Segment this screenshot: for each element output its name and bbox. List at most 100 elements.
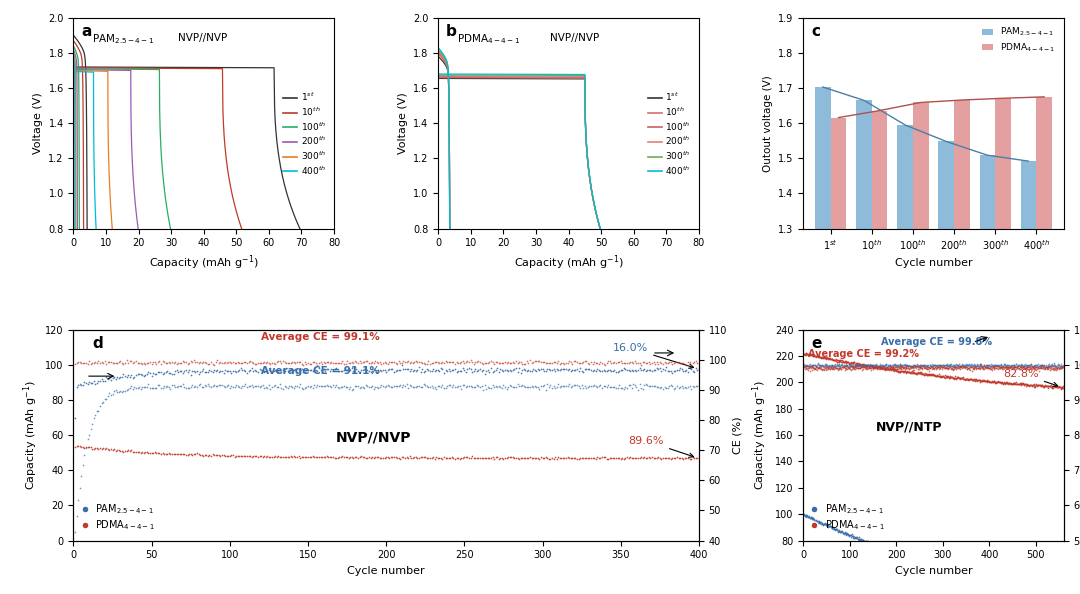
Point [484,381,501,390]
Point [945,362,962,371]
Point [1041,364,1058,373]
Point [352,358,369,368]
Point [82,443,99,452]
Point [845,533,862,543]
Point [400,383,417,392]
Point [414,365,431,374]
Point [1034,361,1051,371]
Point [870,361,888,371]
Point [950,362,968,372]
Point [930,369,947,378]
Point [390,381,407,391]
Point [168,449,186,459]
Point [852,361,869,371]
Point [887,361,904,370]
Point [887,361,904,370]
Point [330,366,348,376]
Point [1051,361,1068,370]
Point [320,358,337,367]
Point [1022,381,1039,390]
Point [407,356,424,366]
Point [950,373,968,383]
Point [905,552,922,561]
Point [927,364,944,374]
Point [501,365,518,375]
Point [432,454,449,463]
Point [110,445,127,454]
Point [846,532,863,541]
Point [159,449,176,459]
Point [973,571,990,580]
Point [887,362,904,371]
Point [1028,362,1045,372]
Point [278,358,295,368]
Point [1037,362,1054,371]
Point [1043,383,1061,393]
Point [529,382,546,391]
Point [107,386,124,395]
Point [903,362,920,371]
Point [305,358,322,367]
Point [955,374,972,383]
Point [414,382,431,391]
Point [571,383,589,393]
Point [330,384,348,393]
Text: 89.6%: 89.6% [629,436,693,457]
Point [931,364,948,373]
Point [868,362,886,372]
Point [69,495,86,505]
Point [826,355,843,365]
Point [847,359,864,368]
Point [1052,384,1069,393]
Point [617,359,634,368]
Point [856,364,874,374]
Point [994,361,1011,370]
Point [923,361,941,371]
Point [307,365,324,375]
Point [809,352,826,361]
Point [955,362,972,372]
Point [434,365,451,374]
Point [124,358,141,368]
Point [995,574,1012,584]
Point [481,453,498,463]
Point [840,531,858,541]
Point [365,364,382,374]
Point [282,451,299,461]
Point [837,356,854,366]
Point [647,453,664,463]
Point [69,441,86,451]
Point [902,368,919,378]
Point [1049,362,1066,371]
Point [1021,381,1038,390]
Point [1023,360,1040,369]
Point [459,453,476,462]
Point [850,533,867,542]
Point [806,361,823,370]
Point [929,361,946,371]
Point [477,384,495,393]
Point [120,370,137,380]
Point [326,365,343,374]
Point [504,365,522,375]
Point [968,361,985,371]
Point [321,381,338,391]
Point [1003,379,1021,388]
Point [138,447,156,457]
Point [163,369,180,378]
Point [823,361,840,370]
Point [923,370,941,380]
Point [309,366,326,376]
Point [980,362,997,372]
Point [827,356,845,365]
Point [637,358,654,368]
Point [924,361,942,370]
Point [971,359,988,369]
Point [937,371,955,381]
Point [166,358,184,367]
Point [78,443,95,452]
Point [287,381,305,390]
Point [683,454,700,463]
Point [863,363,880,372]
Point [905,363,922,372]
